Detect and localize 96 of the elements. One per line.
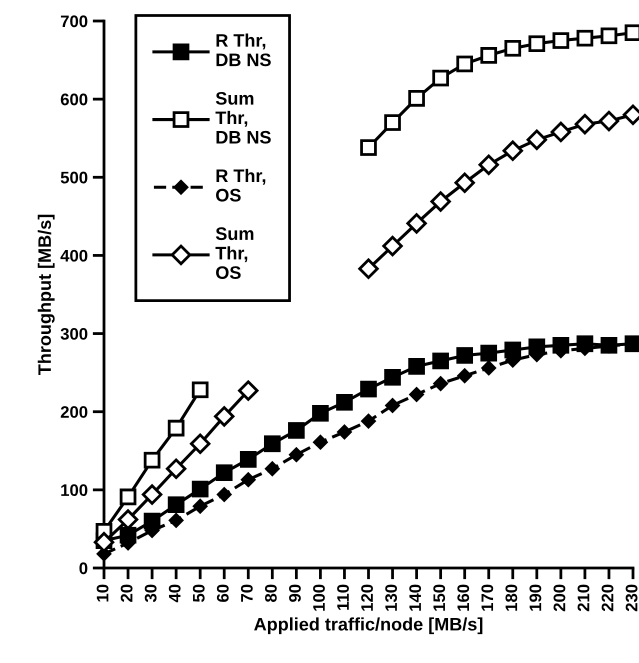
x-tick-label: 190 [529,584,542,611]
legend-label: R Thr, DB NS [216,34,271,66]
x-axis-title: Applied traffic/node [MB/s] [254,617,482,634]
x-tick-label: 200 [554,584,566,612]
x-tick-label: 110 [337,584,349,610]
point [192,382,209,398]
point [168,513,184,528]
point [120,488,136,506]
point [432,70,449,86]
point [384,114,401,131]
point [358,258,379,279]
point [216,464,233,481]
point [336,394,353,411]
point [456,56,474,72]
point [502,140,523,161]
point [552,32,570,49]
point [526,130,548,150]
x-tick-label: 150 [433,584,446,611]
point [144,452,160,468]
point [166,458,186,479]
point [480,47,498,64]
point [430,191,451,212]
x-tick-label: 40 [168,584,181,602]
point [456,347,474,364]
point [289,447,304,462]
point [385,398,400,413]
point [478,154,499,176]
x-tick-label: 70 [240,584,253,602]
x-tick-label: 10 [96,584,108,602]
y-tick-label: 200 [60,406,88,418]
point [480,344,498,362]
point [576,30,594,47]
point [454,172,475,193]
point [238,380,258,401]
point [216,487,232,502]
point [264,435,281,452]
point [168,420,184,436]
x-tick-label: 160 [457,584,470,611]
point [550,122,572,142]
y-tick-label: 0 [79,562,88,574]
point [192,498,208,514]
x-tick-label: 80 [264,584,277,602]
point [574,114,596,134]
x-tick-label: 20 [120,584,133,602]
point [481,360,496,376]
point [265,461,280,476]
legend-label: Sum Thr, DB NS [216,92,271,144]
x-tick-label: 220 [602,584,614,612]
point [337,424,352,440]
x-tick-label: 230 [626,584,638,612]
y-axis-title: Throughput [MB/s] [38,214,55,376]
x-tick-label: 90 [289,584,301,602]
point [384,368,401,386]
point [240,451,257,468]
point [457,368,472,384]
point [382,236,403,256]
x-tick-label: 60 [216,584,229,602]
point [214,406,234,427]
point [408,358,425,375]
point [313,434,328,450]
x-tick-label: 120 [361,584,373,611]
x-tick-label: 100 [313,584,325,611]
y-tick-label: 700 [60,15,88,28]
point [409,387,424,402]
point [432,352,449,370]
x-tick-label: 180 [505,584,518,611]
y-tick-label: 400 [60,250,88,262]
point [240,472,256,487]
point [433,376,448,391]
y-tick-label: 600 [60,94,88,106]
point [142,484,162,505]
point [360,380,377,398]
x-tick-label: 170 [481,584,494,611]
point [528,35,546,52]
point [600,28,618,44]
point [598,110,620,132]
y-tick-label: 100 [61,484,88,496]
x-tick-label: 30 [144,584,157,602]
point [361,414,376,428]
point [360,139,377,156]
point [192,480,209,498]
point [288,422,305,439]
y-tick-label: 500 [60,172,88,184]
legend-label: R Thr, OS [216,168,266,202]
point [504,40,522,57]
x-tick-label: 50 [192,584,205,602]
x-tick-label: 210 [578,584,590,612]
point [168,496,184,514]
x-tick-label: 140 [409,584,422,611]
legend-label: Sum Thr, OS [216,227,254,279]
x-tick-label: 130 [385,584,398,611]
point [190,434,210,454]
y-tick-label: 300 [60,328,88,340]
point [408,90,425,107]
point [406,213,427,234]
point [312,404,329,422]
